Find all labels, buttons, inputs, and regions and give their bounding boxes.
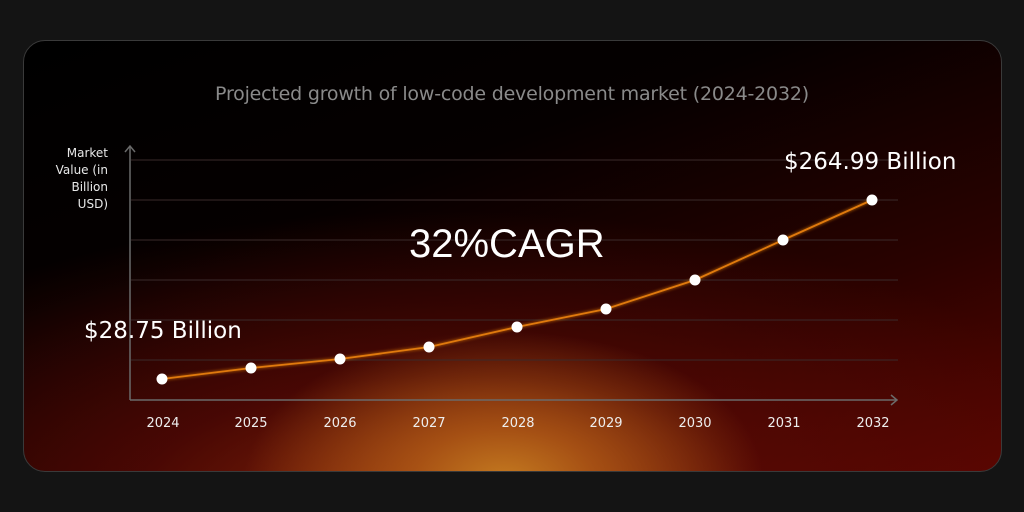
y-axis-label: Market Value (in Billion USD) bbox=[40, 145, 108, 213]
x-tick: 2025 bbox=[234, 416, 268, 431]
y-axis-label-line: Billion bbox=[71, 180, 108, 194]
data-point-marker bbox=[334, 353, 346, 365]
cagr-annotation: 32%CAGR bbox=[409, 222, 605, 266]
x-tick: 2030 bbox=[678, 416, 712, 431]
data-point-marker bbox=[689, 274, 701, 286]
data-point-marker bbox=[156, 373, 168, 385]
y-axis-label-line: Value (in bbox=[55, 163, 108, 177]
data-point-marker bbox=[600, 303, 612, 315]
data-point-marker bbox=[866, 194, 878, 206]
data-markers bbox=[156, 194, 878, 385]
end-value-annotation: $264.99 Billion bbox=[784, 149, 957, 175]
x-axis bbox=[130, 394, 899, 406]
x-tick: 2029 bbox=[589, 416, 623, 431]
data-point-marker bbox=[423, 341, 435, 353]
x-tick: 2031 bbox=[767, 416, 801, 431]
x-tick: 2027 bbox=[412, 416, 446, 431]
start-value-annotation: $28.75 Billion bbox=[84, 318, 242, 344]
y-axis-label-line: USD) bbox=[77, 197, 108, 211]
x-tick: 2024 bbox=[146, 416, 180, 431]
x-tick: 2028 bbox=[501, 416, 535, 431]
data-point-marker bbox=[245, 362, 257, 374]
x-tick: 2026 bbox=[323, 416, 357, 431]
x-tick: 2032 bbox=[856, 416, 890, 431]
chart-title: Projected growth of low-code development… bbox=[215, 83, 809, 105]
y-axis bbox=[124, 144, 136, 400]
data-point-marker bbox=[777, 234, 789, 246]
y-axis-label-line: Market bbox=[66, 146, 108, 160]
gridlines bbox=[131, 159, 898, 361]
data-point-marker bbox=[511, 321, 523, 333]
